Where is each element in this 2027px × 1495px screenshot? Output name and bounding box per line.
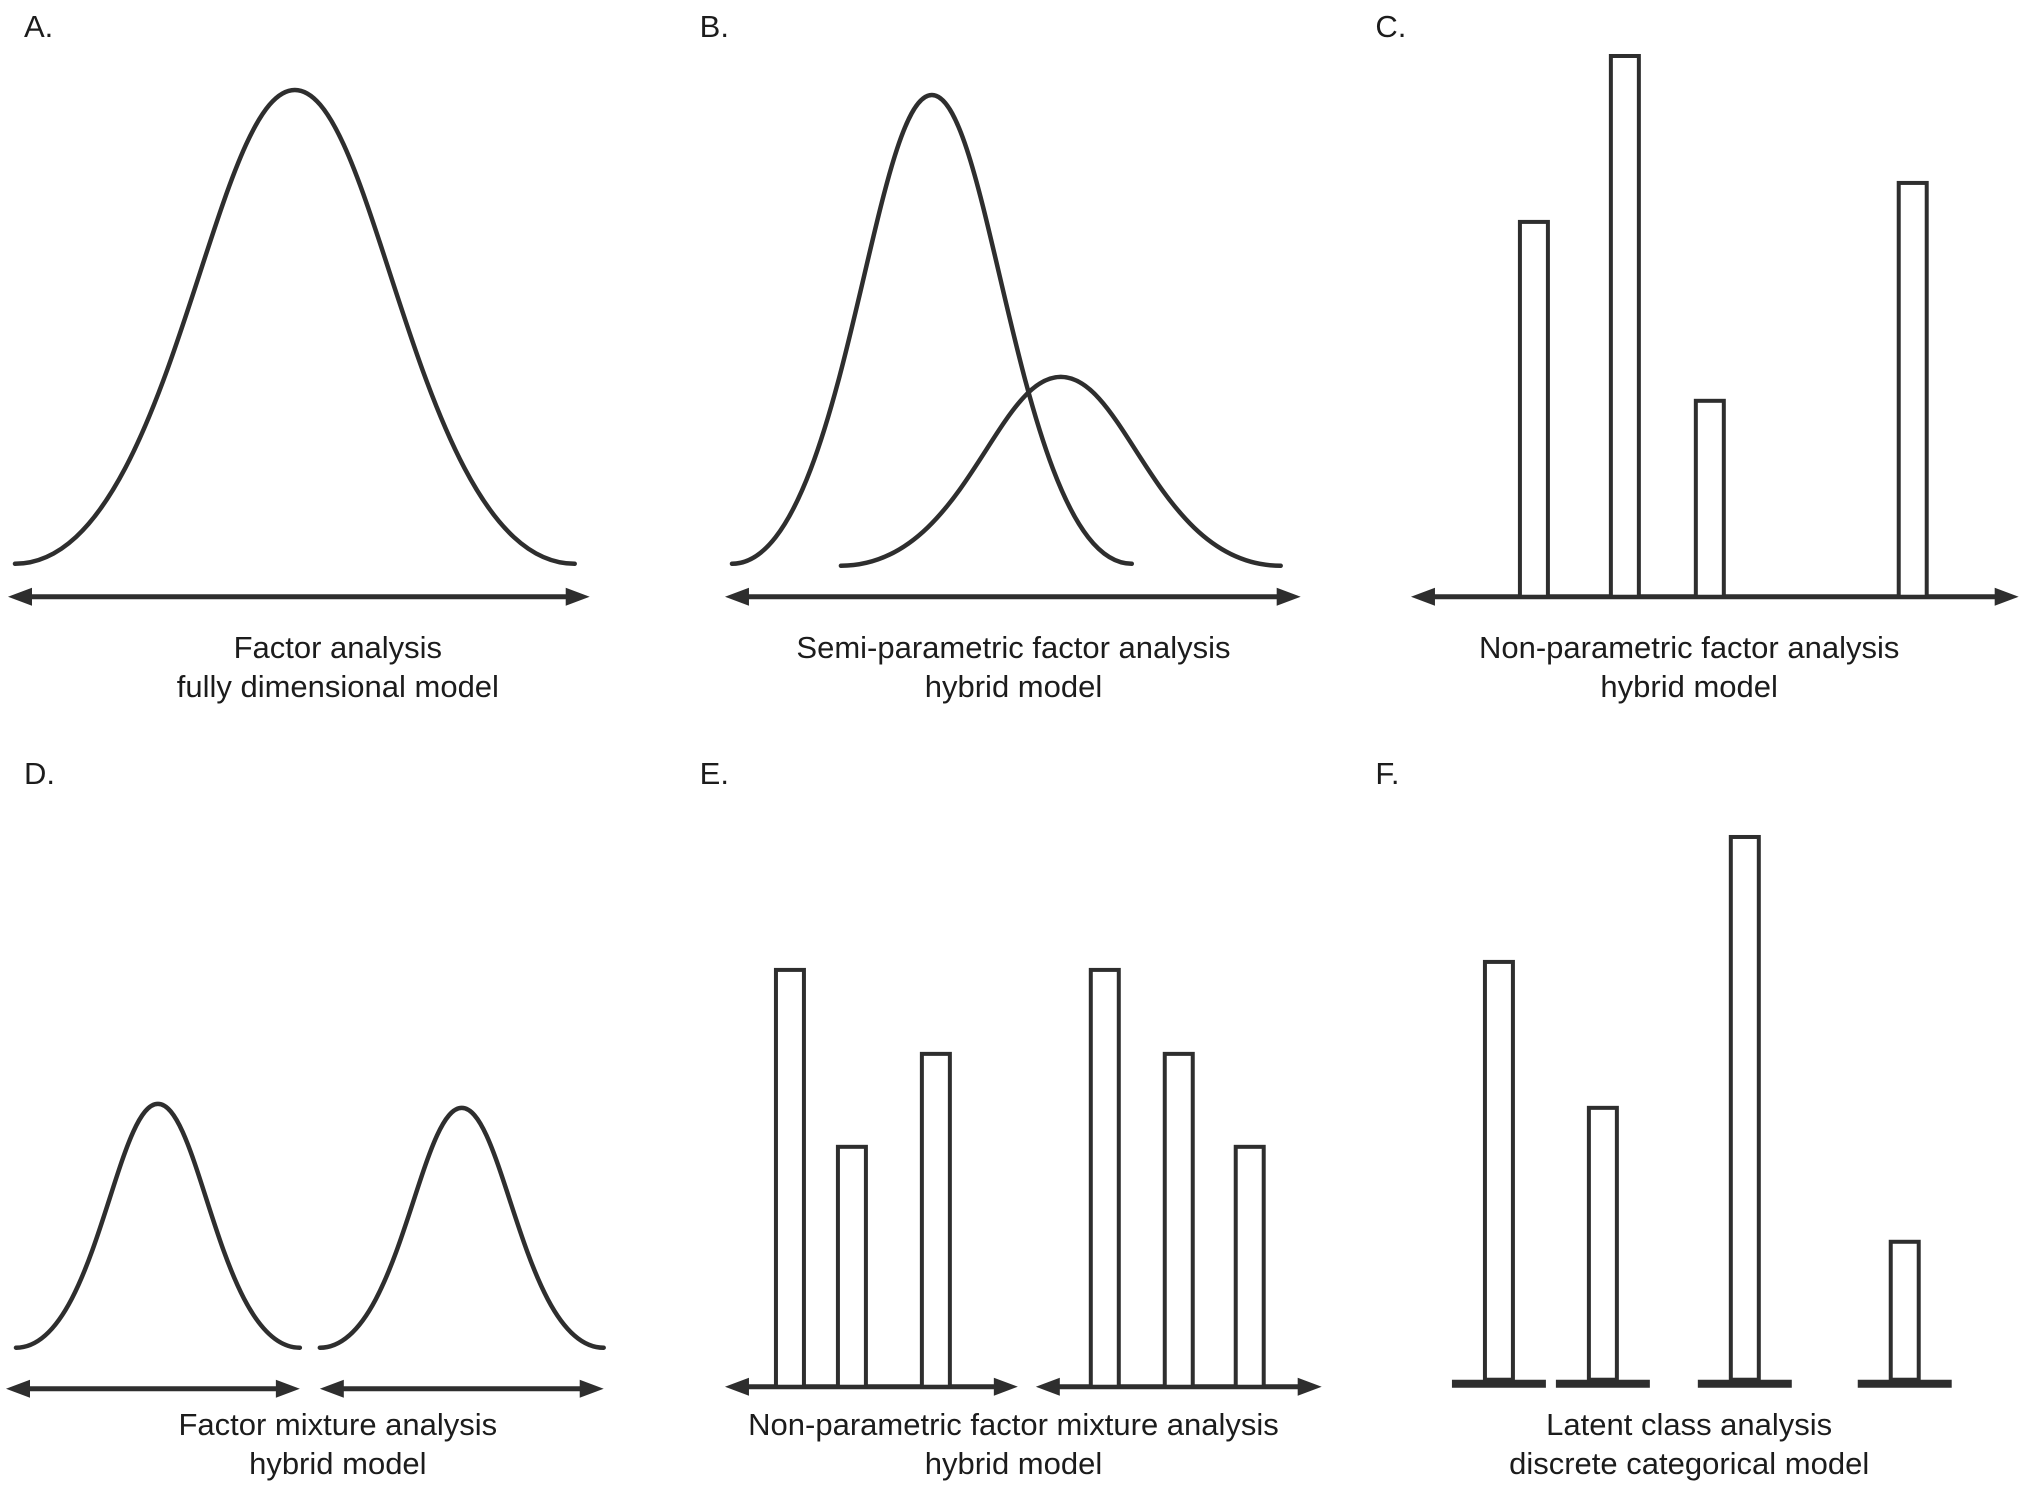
panel-b-label: B.: [699, 9, 729, 44]
axis-arrowhead-left: [7, 587, 32, 606]
distribution-bar: [835, 1144, 868, 1389]
panel-a-caption-line2: fully dimensional model: [176, 668, 499, 704]
panel-c-non-parametric: C. Non-parametric factor analysis hybrid…: [1351, 0, 2027, 747]
panel-d-caption-line2: hybrid model: [249, 1445, 427, 1481]
distribution-bar: [1729, 834, 1762, 1382]
panel-a-factor-analysis: A. Factor analysis fully dimensional mod…: [0, 0, 676, 747]
distribution-bar: [1897, 180, 1930, 599]
axis-arrowhead-right: [579, 1379, 604, 1398]
axis-arrowhead-right: [1995, 587, 2019, 606]
axis-arrowhead-left: [5, 1379, 30, 1398]
panel-c-label: C.: [1375, 9, 1407, 44]
panel-e-label: E.: [699, 756, 729, 791]
axis-arrowhead-right: [993, 1377, 1018, 1396]
distribution-bar: [1889, 1239, 1922, 1382]
bell-curve: [729, 92, 1134, 566]
panel-d-diagram: [5, 1101, 606, 1398]
distribution-bar: [919, 1051, 952, 1389]
distribution-bar: [1587, 1105, 1620, 1382]
panel-c-caption: Non-parametric factor analysis hybrid mo…: [1351, 628, 2027, 706]
distribution-bar: [773, 967, 806, 1389]
panel-f-caption-line2: discrete categorical model: [1509, 1445, 1870, 1481]
panel-a-diagram: [7, 87, 590, 606]
distribution-bar: [1162, 1051, 1195, 1389]
panel-a-caption-line1: Factor analysis: [233, 629, 443, 665]
axis-arrowhead-left: [1035, 1377, 1060, 1396]
panel-e-caption-line1: Non-parametric factor mixture analysis: [748, 1406, 1279, 1442]
panel-c-caption-line2: hybrid model: [1600, 668, 1778, 704]
bell-curve: [317, 1105, 606, 1350]
panel-e-diagram: [724, 967, 1322, 1396]
panel-f-diagram: [1452, 834, 1953, 1388]
panel-f-caption: Latent class analysis discrete categoric…: [1351, 1405, 2027, 1483]
bell-curve: [13, 1101, 303, 1350]
panel-f-label: F.: [1375, 756, 1400, 791]
panel-d-label: D.: [24, 756, 55, 791]
distribution-bar: [1609, 53, 1642, 599]
panel-b-caption: Semi-parametric factor analysis hybrid m…: [676, 628, 1352, 706]
distribution-bar: [1088, 967, 1121, 1389]
panel-d-factor-mixture: D. Factor mixture analysis hybrid model: [0, 747, 676, 1495]
axis-arrowhead-right: [1297, 1377, 1322, 1396]
axis-arrowhead-right: [565, 587, 590, 606]
panel-b-semi-parametric: B. Semi-parametric factor analysis hybri…: [676, 0, 1352, 747]
distribution-bar: [1483, 959, 1516, 1382]
panel-e-caption-line2: hybrid model: [924, 1445, 1103, 1481]
panel-c-diagram: [1411, 53, 2019, 606]
panel-d-caption-line1: Factor mixture analysis: [178, 1406, 498, 1442]
panel-b-caption-line2: hybrid model: [924, 668, 1103, 704]
axis-arrowhead-right: [1276, 587, 1301, 606]
panel-b-diagram: [724, 92, 1301, 606]
distribution-bar: [1518, 219, 1551, 599]
axis-arrowhead-left: [724, 587, 749, 606]
axis-arrowhead-left: [1411, 587, 1436, 606]
panel-b-caption-line1: Semi-parametric factor analysis: [796, 629, 1231, 665]
panel-e-caption: Non-parametric factor mixture analysis h…: [676, 1405, 1352, 1483]
panel-a-caption: Factor analysis fully dimensional model: [0, 628, 676, 706]
panel-c-caption-line1: Non-parametric factor analysis: [1478, 629, 1900, 665]
axis-arrowhead-left: [724, 1377, 749, 1396]
panel-a-label: A.: [24, 9, 54, 44]
panel-f-latent-class: F. Latent class analysis discrete catego…: [1351, 747, 2027, 1495]
bell-curve: [12, 87, 577, 566]
axis-arrowhead-left: [319, 1379, 344, 1398]
distribution-bar: [1694, 398, 1727, 599]
panel-d-caption: Factor mixture analysis hybrid model: [0, 1405, 676, 1483]
panel-e-non-parametric-mixture: E. Non-parametric factor mixture analysi…: [676, 747, 1352, 1495]
axis-arrowhead-right: [275, 1379, 300, 1398]
panel-f-caption-line1: Latent class analysis: [1546, 1406, 1833, 1442]
bell-curve: [838, 374, 1283, 568]
distribution-bar: [1233, 1144, 1266, 1389]
